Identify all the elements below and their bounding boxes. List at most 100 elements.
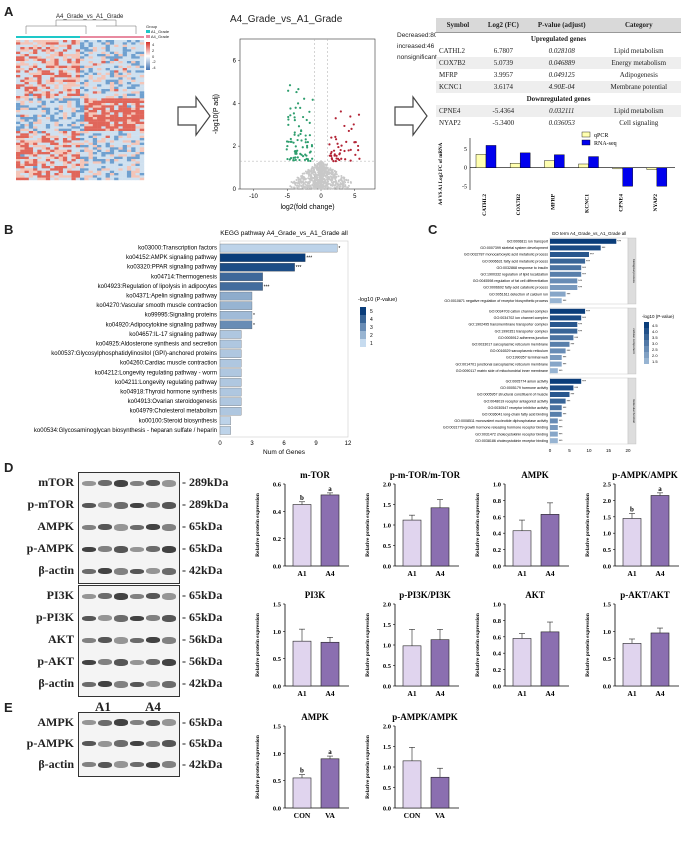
heatmap-cell (84, 107, 89, 111)
heatmap-cell (33, 145, 38, 148)
heatmap-cell (84, 173, 89, 176)
heatmap-cell (92, 156, 98, 160)
heatmap-cell (118, 152, 123, 155)
heatmap-cell (33, 44, 38, 48)
volcano-point-down (301, 155, 305, 158)
heatmap-cell (45, 133, 51, 136)
heatmap-cell (105, 154, 111, 157)
heatmap-cell (105, 44, 111, 48)
heatmap-cell (45, 93, 51, 97)
heatmap-cell (84, 72, 89, 76)
table-cell: NYAP2 (439, 119, 461, 127)
heatmap-cell (50, 58, 55, 62)
heatmap-cell (126, 98, 132, 101)
heatmap-cell (139, 42, 145, 45)
heatmap-cell (16, 147, 21, 150)
heatmap-cell (45, 107, 51, 111)
heatmap-cell (58, 84, 64, 87)
volcano-point-up (330, 150, 333, 154)
volcano-point-down (294, 156, 297, 159)
heatmap-cell (131, 86, 136, 90)
heatmap-cell (67, 51, 72, 55)
volcano-point-down (303, 97, 306, 100)
heatmap-cell (58, 77, 64, 80)
stat-nonsignificant: nonsignificant (397, 54, 437, 61)
heatmap-cell (114, 142, 119, 146)
heatmap-cell (37, 142, 42, 146)
heatmap-cell (122, 42, 128, 45)
go-term: GO:0006811 ion transport (507, 240, 548, 244)
heatmap-cell (118, 177, 123, 181)
heatmap-cell (41, 124, 47, 127)
heatmap-cell (37, 68, 42, 71)
heatmap-cell (45, 112, 51, 115)
heatmap-cell (139, 170, 145, 174)
heatmap-cell (58, 61, 64, 64)
chart-ylabel: Relative protein expression (255, 735, 261, 799)
volcano-point (314, 176, 317, 179)
heatmap-cell (45, 121, 51, 125)
heatmap-cell (33, 152, 38, 155)
volcano-point (333, 169, 336, 172)
heatmap-cell (24, 75, 29, 78)
heatmap-cell (109, 77, 115, 80)
heatmap-cell (135, 91, 140, 94)
heatmap-cell (16, 135, 21, 139)
blot-size-label: - 42kDa (182, 676, 223, 690)
x-tick-label: 0 (549, 448, 552, 453)
go-term: GO:0045598 regulation of fat cell differ… (473, 279, 548, 283)
heatmap-cell (71, 103, 76, 106)
heatmap-cell (139, 98, 145, 101)
volcano-point-down (293, 150, 296, 153)
heatmap-cell (16, 103, 21, 106)
heatmap-cell (33, 75, 38, 78)
volcano-point-up (344, 158, 347, 161)
heatmap-cell (105, 138, 111, 141)
heatmap-cell (109, 68, 115, 71)
heatmap-cell (33, 82, 38, 85)
heatmap-cell (80, 75, 85, 78)
heatmap-cell (92, 154, 98, 157)
heatmap-cell (101, 128, 106, 132)
heatmap-cell (101, 91, 106, 94)
heatmap-cell (20, 82, 25, 85)
heatmap-cell (118, 147, 123, 150)
heatmap-cell (131, 128, 136, 132)
heatmap-cell (114, 56, 119, 59)
volcano-point-down (285, 140, 289, 143)
kegg-sig: * (253, 313, 255, 319)
chart-bar (430, 507, 450, 567)
heatmap-cell (71, 166, 76, 169)
heatmap-cell (71, 70, 76, 73)
go-term: GO:0008511 monovalent nucleotide diphosp… (454, 419, 548, 423)
kegg-term: ko03320:PPAR signaling pathway (127, 265, 217, 271)
go-legend-tick: 2.5 (652, 347, 658, 352)
heatmap-cell (114, 98, 119, 101)
heatmap-cell (84, 131, 89, 134)
heatmap-cell (131, 103, 136, 106)
heatmap-cell (62, 173, 68, 176)
x-tick-label: 20 (625, 448, 631, 453)
heatmap-cell (135, 154, 140, 157)
heatmap-cell (20, 65, 25, 69)
heatmap-cell (139, 58, 145, 62)
volcano-point-down (296, 149, 299, 152)
table-section: Upregulated genes (436, 32, 681, 45)
heatmap-cell (75, 75, 81, 78)
heatmap-cell (71, 140, 76, 143)
volcano-point-down (292, 156, 295, 159)
heatmap-cell (80, 145, 85, 148)
volcano-point (289, 185, 292, 188)
go-bar (550, 418, 558, 424)
heatmap-cell (122, 89, 128, 92)
heatmap-cell (20, 152, 25, 155)
heatmap-cell (135, 61, 140, 64)
heatmap-cell (50, 56, 55, 59)
volcano-point-down (295, 90, 298, 94)
heatmap-cell (105, 166, 111, 169)
chart-bar (622, 518, 642, 567)
heatmap-cell (88, 105, 93, 108)
western-blot-e: AMPK - 65kDa p-AMPK - 65kDa β-actin - 42kDa (0, 710, 245, 780)
heatmap-cell (45, 147, 51, 150)
